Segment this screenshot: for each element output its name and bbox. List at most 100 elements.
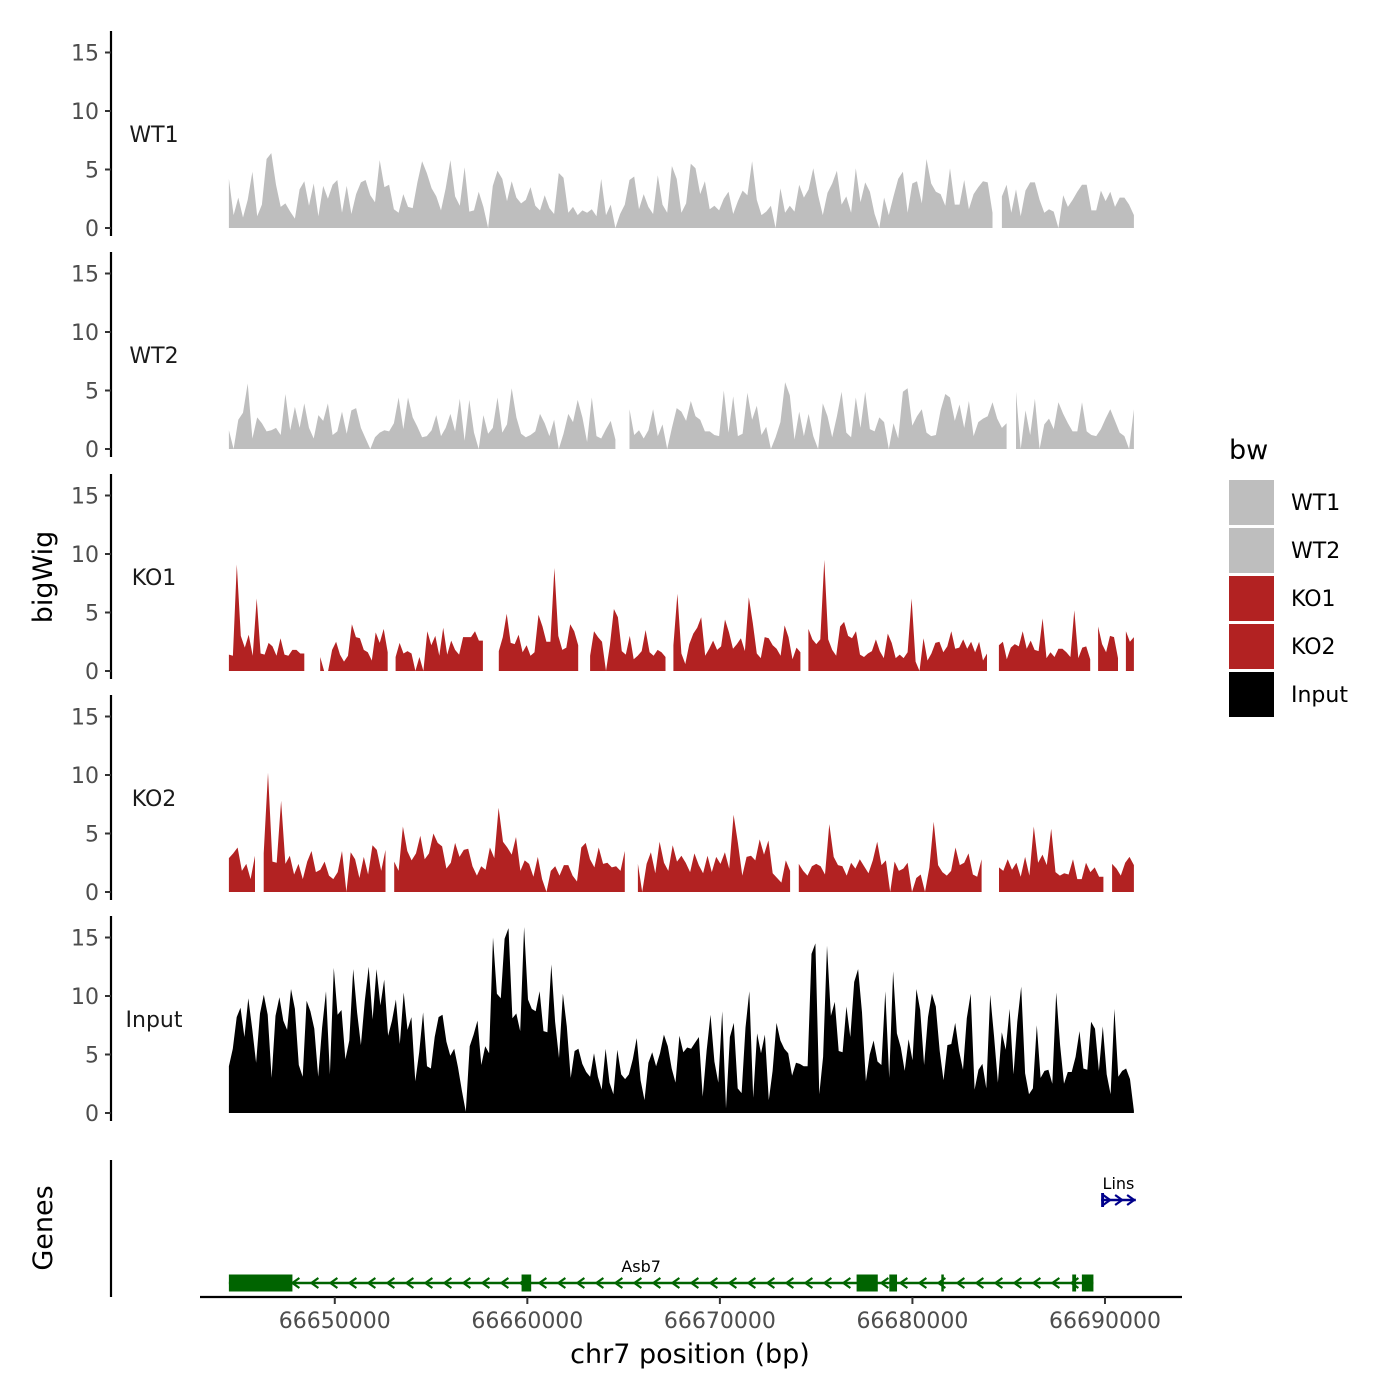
coverage-tracks: 0 5 10 15 WT1 0 5 10 15 WT2 0 5 10 15 KO1 0 5 10 15 KO2 0 5 10… bbox=[71, 31, 1134, 1127]
strand-arrow bbox=[1126, 1194, 1137, 1206]
strand-arrow bbox=[328, 1277, 339, 1289]
strand-arrow bbox=[480, 1277, 491, 1289]
y-tick-label: 0 bbox=[85, 1102, 99, 1127]
strand-arrow bbox=[309, 1277, 320, 1289]
strand-arrow bbox=[1012, 1277, 1023, 1289]
coverage-area-input bbox=[228, 927, 1134, 1113]
coverage-area-wt2 bbox=[629, 382, 1007, 449]
gene-label-lins: Lins bbox=[1103, 1174, 1135, 1193]
x-axis-title: chr7 position (bp) bbox=[570, 1339, 810, 1370]
strand-arrow bbox=[708, 1277, 719, 1289]
strand-arrow bbox=[898, 1277, 909, 1289]
x-tick-label: 66690000 bbox=[1049, 1309, 1161, 1334]
gene-exon bbox=[889, 1274, 898, 1292]
strand-arrow bbox=[366, 1277, 377, 1289]
strand-arrow bbox=[1050, 1277, 1061, 1289]
strand-arrow bbox=[613, 1277, 624, 1289]
track-label-ko1: KO1 bbox=[132, 566, 177, 591]
y-tick-label: 15 bbox=[71, 706, 99, 731]
strand-arrow bbox=[822, 1277, 833, 1289]
track-label-input: Input bbox=[126, 1008, 183, 1033]
gene-lins: Lins bbox=[1101, 1174, 1137, 1207]
strand-arrow bbox=[632, 1277, 643, 1289]
y-tick-label: 5 bbox=[85, 380, 99, 405]
strand-arrow bbox=[1102, 1194, 1113, 1206]
legend-key-input bbox=[1229, 672, 1274, 717]
gene-exon bbox=[1081, 1274, 1094, 1292]
coverage-area-ko1 bbox=[1098, 626, 1118, 671]
track-wt2: 0 5 10 15 WT2 bbox=[71, 252, 1134, 463]
y-tick-label: 10 bbox=[71, 985, 99, 1010]
strand-arrow bbox=[537, 1277, 548, 1289]
coverage-area-wt2 bbox=[228, 383, 616, 449]
legend-key-wt1 bbox=[1229, 480, 1274, 525]
legend-title: bw bbox=[1229, 435, 1268, 466]
y-tick-label: 0 bbox=[85, 217, 99, 242]
y-axis-title: bigWig bbox=[28, 531, 59, 624]
coverage-area-ko1 bbox=[998, 610, 1091, 671]
x-tick-label: 66670000 bbox=[664, 1309, 776, 1334]
coverage-area-ko2 bbox=[999, 826, 1104, 892]
legend-key-ko1 bbox=[1229, 576, 1274, 621]
strand-arrow bbox=[1031, 1277, 1042, 1289]
strand-arrow bbox=[784, 1277, 795, 1289]
gene-asb7: Asb7 bbox=[228, 1257, 1094, 1292]
gene-exon bbox=[1072, 1274, 1077, 1292]
strand-arrow bbox=[404, 1277, 415, 1289]
y-tick-label: 0 bbox=[85, 881, 99, 906]
coverage-area-ko2 bbox=[228, 847, 255, 892]
track-ko1: 0 5 10 15 KO1 bbox=[71, 474, 1134, 685]
y-tick-label: 5 bbox=[85, 602, 99, 627]
legend-label-ko1: KO1 bbox=[1291, 587, 1336, 612]
coverage-area-ko2 bbox=[798, 821, 982, 892]
legend-key-wt2 bbox=[1229, 528, 1274, 573]
track-label-ko2: KO2 bbox=[132, 787, 177, 812]
coverage-area-ko2 bbox=[1112, 856, 1134, 892]
legend-label-ko2: KO2 bbox=[1291, 635, 1336, 660]
y-tick-label: 5 bbox=[85, 159, 99, 184]
strand-arrow bbox=[670, 1277, 681, 1289]
coverage-area-ko1 bbox=[808, 559, 987, 671]
coverage-area-wt1 bbox=[1001, 182, 1134, 228]
coverage-area-ko1 bbox=[228, 564, 305, 671]
y-tick-label: 10 bbox=[71, 543, 99, 568]
legend-label-wt1: WT1 bbox=[1291, 491, 1340, 516]
coverage-area-ko1 bbox=[395, 627, 483, 671]
legend-label-wt2: WT2 bbox=[1291, 539, 1340, 564]
strand-arrow bbox=[955, 1277, 966, 1289]
strand-arrow bbox=[499, 1277, 510, 1289]
coverage-area-wt2 bbox=[1016, 391, 1134, 449]
strand-arrow bbox=[803, 1277, 814, 1289]
strand-arrow bbox=[347, 1277, 358, 1289]
track-ko2: 0 5 10 15 KO2 bbox=[71, 695, 1134, 906]
strand-arrow bbox=[727, 1277, 738, 1289]
coverage-area-ko2 bbox=[394, 807, 625, 892]
gene-exon bbox=[228, 1274, 293, 1292]
y-tick-label: 15 bbox=[71, 927, 99, 952]
track-input: 0 5 10 15 Input bbox=[71, 916, 1134, 1127]
y-tick-label: 15 bbox=[71, 263, 99, 288]
strand-arrow bbox=[442, 1277, 453, 1289]
strand-arrow bbox=[594, 1277, 605, 1289]
coverage-area-ko1 bbox=[673, 593, 801, 671]
y-tick-label: 15 bbox=[71, 42, 99, 67]
strand-arrow bbox=[651, 1277, 662, 1289]
coverage-area-ko1 bbox=[498, 568, 579, 671]
gene-label-asb7: Asb7 bbox=[621, 1257, 661, 1276]
y-tick-label: 0 bbox=[85, 660, 99, 685]
strand-arrow bbox=[993, 1277, 1004, 1289]
gene-exon bbox=[1101, 1193, 1105, 1207]
strand-arrow bbox=[879, 1277, 890, 1289]
x-tick-label: 66650000 bbox=[279, 1309, 391, 1334]
strand-arrow bbox=[385, 1277, 396, 1289]
strand-arrow bbox=[689, 1277, 700, 1289]
y-tick-label: 10 bbox=[71, 100, 99, 125]
legend-key-ko2 bbox=[1229, 624, 1274, 669]
strand-arrow bbox=[461, 1277, 472, 1289]
y-tick-label: 10 bbox=[71, 321, 99, 346]
coverage-area-ko2 bbox=[263, 772, 386, 892]
strand-arrow bbox=[556, 1277, 567, 1289]
x-tick-label: 66680000 bbox=[856, 1309, 968, 1334]
strand-arrow bbox=[423, 1277, 434, 1289]
